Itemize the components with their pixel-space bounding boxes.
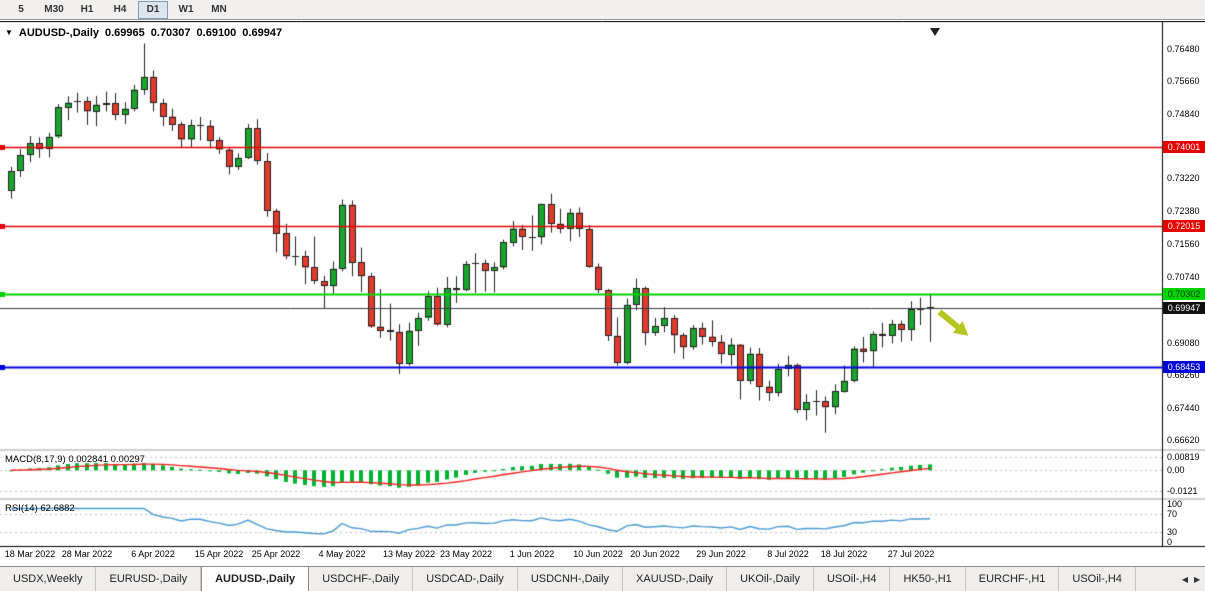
ohlc-close-value: 0.69947 xyxy=(242,27,283,39)
timeframe-button-w1[interactable]: W1 xyxy=(178,3,194,15)
hline-price-label: 0.70302 xyxy=(1163,288,1205,300)
date-axis-label: 27 Jul 2022 xyxy=(887,549,935,559)
date-axis-label: 18 Jul 2022 xyxy=(820,549,868,559)
tab-xauusd-daily[interactable]: XAUUSD-,Daily xyxy=(623,567,728,591)
price-axis-tick: 0.72380 xyxy=(1167,206,1200,217)
timeframe-button-5[interactable]: 5 xyxy=(18,3,24,15)
date-axis-label: 28 Mar 2022 xyxy=(61,549,113,559)
chart-tab-bar: USDX,Weekly EURUSD-,Daily AUDUSD-,Daily USD… xyxy=(0,566,1205,591)
date-axis-label: 10 Jun 2022 xyxy=(573,549,623,559)
hline-price-label: 0.74001 xyxy=(1163,141,1205,154)
tab-usdchf-daily[interactable]: USDCHF-,Daily xyxy=(309,567,414,591)
date-axis-label: 6 Apr 2022 xyxy=(131,549,175,559)
tab-usdcad-daily[interactable]: USDCAD-,Daily xyxy=(413,567,518,591)
price-axis-tick: 0.69080 xyxy=(1167,337,1200,348)
tab-usdcnh-daily[interactable]: USDCNH-,Daily xyxy=(518,567,624,591)
rsi-axis-tick: 70 xyxy=(1167,508,1178,519)
date-axis-label: 20 Jun 2022 xyxy=(630,549,680,559)
down-arrow-annotation[interactable] xyxy=(936,305,970,341)
date-axis-label: 4 May 2022 xyxy=(318,549,366,559)
rsi-axis-tick: 30 xyxy=(1167,527,1178,538)
ohlc-low-value: 0.69100 xyxy=(196,27,237,39)
ohlc-open-value: 0.69965 xyxy=(105,27,145,39)
tab-ukoil-daily[interactable]: UKOil-,Daily xyxy=(727,567,814,591)
price-axis-tick: 0.73220 xyxy=(1167,173,1200,184)
tab-usoil-h4[interactable]: USOil-,H4 xyxy=(814,567,891,591)
price-axis-tick: 0.67440 xyxy=(1167,402,1200,413)
chart-shift-marker-icon[interactable] xyxy=(930,28,940,36)
macd-axis-tick: -0.0121 xyxy=(1167,485,1198,496)
rsi-indicator-label: RSI(14) 62.6882 xyxy=(5,503,75,514)
timeframe-button-m30[interactable]: M30 xyxy=(44,3,64,15)
date-axis-label: 15 Apr 2022 xyxy=(194,549,244,559)
date-axis-label: 23 May 2022 xyxy=(439,549,493,559)
rsi-axis-tick: 0 xyxy=(1167,537,1173,547)
date-axis-label: 13 May 2022 xyxy=(382,549,436,559)
date-axis-label: 1 Jun 2022 xyxy=(509,549,555,559)
ohlc-high-value: 0.70307 xyxy=(150,27,191,39)
tab-eurusd-daily[interactable]: EURUSD-,Daily xyxy=(96,567,202,591)
chart-area: ▼ AUDUSD-,Daily 0.69965 0.70307 0.69100 … xyxy=(0,21,1205,566)
chart-menu-icon[interactable]: ▼ xyxy=(5,28,13,37)
price-axis-tick: 0.74840 xyxy=(1167,108,1200,119)
date-axis-label: 25 Apr 2022 xyxy=(251,549,301,559)
timeframe-button-h1[interactable]: H1 xyxy=(80,3,94,15)
price-axis-tick: 0.76480 xyxy=(1167,43,1200,54)
bid-price-label: 0.69947 xyxy=(1163,302,1205,315)
price-axis-tick: 0.75660 xyxy=(1167,76,1200,87)
hline-price-label: 0.68453 xyxy=(1163,361,1205,374)
tab-usoil-h4[interactable]: USOil-,H4 xyxy=(1059,567,1136,591)
tab-scroll-controls: ◀ ▶ xyxy=(1177,567,1205,591)
timeframe-button-d1[interactable]: D1 xyxy=(138,0,168,19)
tab-hk50-h1[interactable]: HK50-,H1 xyxy=(890,567,966,591)
price-axis-tick: 0.68260 xyxy=(1167,370,1200,381)
tab-usdx-weekly[interactable]: USDX,Weekly xyxy=(0,567,97,591)
date-axis-label: 8 Jul 2022 xyxy=(767,549,809,559)
macd-axis-tick: 0.00 xyxy=(1167,465,1185,476)
price-axis-tick: 0.66620 xyxy=(1167,435,1200,446)
chart-title: ▼ AUDUSD-,Daily 0.69965 0.70307 0.69100 … xyxy=(5,27,282,39)
macd-axis-tick: 0.00819 xyxy=(1167,451,1200,462)
timeframe-button-mn[interactable]: MN xyxy=(211,3,227,15)
tab-eurchf-h1[interactable]: EURCHF-,H1 xyxy=(966,567,1060,591)
tab-scroll-left-button[interactable]: ◀ xyxy=(1181,574,1188,584)
date-axis-label: 29 Jun 2022 xyxy=(696,549,746,559)
price-axis-tick: 0.70740 xyxy=(1167,271,1200,282)
timeframe-toolbar: 5 M30 H1 H4 D1 W1 MN xyxy=(0,0,1205,20)
macd-indicator-label: MACD(8,17,9) 0.002841 0.00297 xyxy=(5,454,145,465)
timeframe-button-h4[interactable]: H4 xyxy=(113,3,127,15)
hline-price-label: 0.72015 xyxy=(1163,219,1205,232)
price-axis-tick: 0.71560 xyxy=(1167,239,1200,250)
rsi-axis-tick: 100 xyxy=(1167,499,1183,509)
chart-symbol-label: AUDUSD-,Daily xyxy=(18,27,99,39)
price-chart-canvas[interactable] xyxy=(0,21,1205,566)
tab-audusd-daily[interactable]: AUDUSD-,Daily xyxy=(201,567,310,591)
date-axis-label: 18 Mar 2022 xyxy=(4,549,56,559)
tab-scroll-right-button[interactable]: ▶ xyxy=(1194,574,1201,584)
